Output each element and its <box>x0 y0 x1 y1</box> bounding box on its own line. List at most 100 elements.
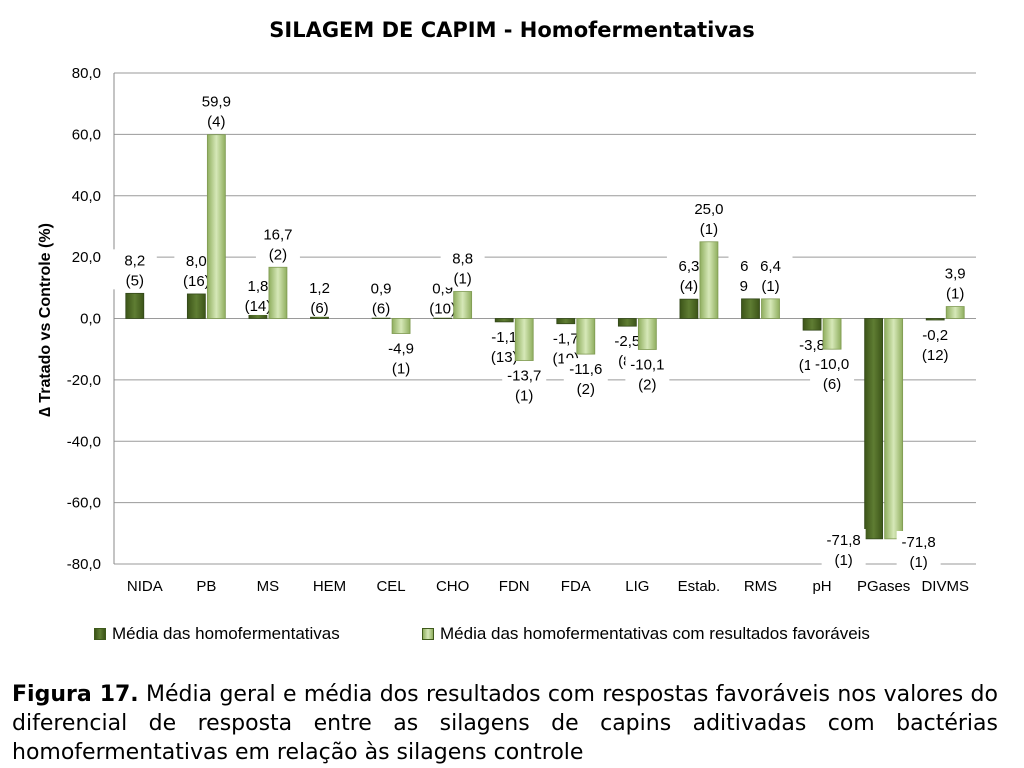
data-label-value: 8,2 <box>124 252 145 269</box>
y-tick-label: 20,0 <box>72 249 101 266</box>
bar-chart-plot: 80,0 60,0 40,0 20,0 0,0 -20,0 -40,0 -60,0 -80,0 N… <box>67 65 978 595</box>
x-tick-label: NIDA <box>127 578 163 595</box>
data-label-value: 6,4 <box>760 258 781 275</box>
data-label-value: -0,2 <box>922 327 948 344</box>
data-label-bg <box>563 358 608 399</box>
data-label-count: (16) <box>183 273 210 290</box>
y-tick-label: -60,0 <box>67 495 101 512</box>
data-label-count: (2) <box>577 381 595 398</box>
data-label-count: (1) <box>909 554 927 571</box>
data-label-count: (13) <box>491 349 518 366</box>
x-tick-label: PB <box>196 578 216 595</box>
data-label-count: (6) <box>310 300 328 317</box>
data-label-bg <box>913 324 958 364</box>
x-tick-label: DIVMS <box>921 578 969 595</box>
data-label-bg <box>502 364 547 405</box>
data-label-bg <box>359 277 404 318</box>
data-label-value: 1,8 <box>247 278 268 295</box>
bar-series-1 <box>925 318 945 321</box>
bar-series-1 <box>617 318 637 327</box>
bar-series-2 <box>576 318 596 355</box>
data-label-value: 0,9 <box>371 281 392 298</box>
x-tick-label: HEM <box>313 578 346 595</box>
data-label-bg <box>821 529 866 569</box>
data-label-bg <box>810 353 855 394</box>
bar-series-1 <box>802 318 822 331</box>
data-label-value: -4,9 <box>388 341 414 358</box>
data-label-bg <box>625 353 670 394</box>
bar-series-1 <box>494 318 514 323</box>
data-label-count: (1) <box>392 361 410 378</box>
data-label-count: (1) <box>515 388 533 405</box>
legend-label-series-1: Média das homofermentativas <box>112 624 340 643</box>
legend-item-series-2: Média das homofermentativas com resultad… <box>422 624 870 644</box>
data-label-value: -3,8 <box>799 337 825 354</box>
bar-series-1 <box>679 298 699 319</box>
data-label-count: (10) <box>429 301 456 318</box>
data-label-count: (2) <box>638 376 656 393</box>
data-label-value: -71,8 <box>902 534 936 551</box>
bar-series-1 <box>125 292 145 319</box>
data-label-value: 8,0 <box>186 253 207 270</box>
bar-series-2 <box>822 318 842 350</box>
data-label-value: -1,1 <box>491 329 517 346</box>
data-label-bg <box>933 262 978 303</box>
data-label-count: (14) <box>245 298 272 315</box>
x-tick-label: FDN <box>499 578 530 595</box>
data-label-bg <box>194 90 239 131</box>
data-label-value: -10,0 <box>815 356 849 373</box>
bar-series-2 <box>699 241 719 319</box>
figure-caption: Figura 17. Média geral e média dos resul… <box>12 680 998 767</box>
x-tick-label: LIG <box>625 578 649 595</box>
y-tick-label: 80,0 <box>72 65 101 82</box>
legend-item-series-1: Média das homofermentativas <box>94 624 340 644</box>
bar-series-1 <box>864 318 884 540</box>
data-label-count: (4) <box>207 114 225 131</box>
legend-swatch-series-1 <box>94 628 106 640</box>
x-tick-label: RMS <box>744 578 777 595</box>
data-label-value: 8,8 <box>452 250 473 267</box>
data-label-value: -11,6 <box>569 361 602 378</box>
data-label-bg <box>748 254 793 295</box>
data-label-bg <box>112 249 157 290</box>
chart-title: SILAGEM DE CAPIM - Homofermentativas <box>269 18 755 42</box>
data-label-bg <box>686 197 731 238</box>
x-tick-label: MS <box>257 578 280 595</box>
data-label-bg <box>297 276 342 317</box>
y-tick-label: -20,0 <box>67 372 101 389</box>
caption-label: Figura 17. <box>12 682 139 707</box>
data-label-count: (6) <box>372 301 390 318</box>
x-tick-label: CEL <box>376 578 405 595</box>
data-label-count: (1) <box>761 278 779 295</box>
y-tick-label: 40,0 <box>72 188 101 205</box>
bar-series-2 <box>761 298 780 319</box>
data-label-value: -2,5 <box>614 333 640 350</box>
bar-series-2 <box>637 318 657 350</box>
legend-label-series-2: Média das homofermentativas com resultad… <box>440 624 870 643</box>
bar-series-2 <box>945 306 965 319</box>
data-label-value: -13,7 <box>507 368 541 385</box>
data-label-value: 59,9 <box>202 94 231 111</box>
data-label-count: (1) <box>946 286 964 303</box>
data-label-value: -1,7 <box>553 331 579 348</box>
data-label-value: 1,2 <box>309 280 330 297</box>
data-label-count: (1) <box>453 270 471 287</box>
x-tick-label: CHO <box>436 578 469 595</box>
data-label-bg <box>379 337 424 378</box>
x-tick-label: PGases <box>857 578 910 595</box>
x-tick-label: FDA <box>561 578 591 595</box>
data-label-count: (1) <box>700 221 718 238</box>
bar-series-2 <box>514 318 534 361</box>
bar-series-2 <box>206 134 226 319</box>
data-label-count: (1) <box>834 552 852 569</box>
y-tick-label: 60,0 <box>72 126 101 143</box>
data-label-count: (4) <box>680 278 698 295</box>
data-label-count: (2) <box>269 246 287 263</box>
y-tick-label: -80,0 <box>67 556 101 573</box>
data-label-count: (5) <box>126 272 144 289</box>
data-label-bg <box>255 223 300 264</box>
data-label-bg <box>896 531 941 571</box>
x-tick-label: pH <box>812 578 831 595</box>
data-label-value: 16,7 <box>263 226 292 243</box>
bar-series-2 <box>884 318 904 540</box>
